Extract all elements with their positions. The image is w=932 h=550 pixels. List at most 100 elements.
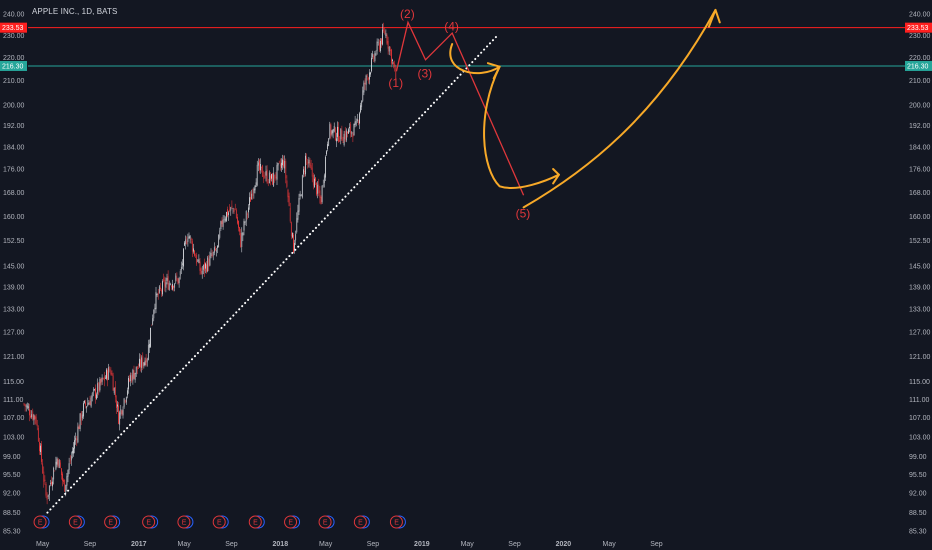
price-candle (84, 400, 85, 404)
price-candle (296, 212, 298, 234)
price-candle (271, 173, 272, 182)
price-candle (201, 266, 203, 279)
earnings-label: E (182, 520, 187, 527)
earnings-label: E (253, 520, 258, 527)
earnings-marker[interactable]: E (104, 515, 121, 529)
price-candle (111, 370, 113, 376)
price-candle (26, 402, 28, 410)
right-price-tick: 103.00 (909, 434, 931, 441)
price-candle (172, 279, 173, 291)
earnings-marker[interactable]: E (318, 515, 335, 529)
price-candle (160, 282, 161, 291)
price-candle (266, 165, 268, 185)
price-candle (120, 404, 122, 419)
price-candle (24, 403, 26, 412)
earnings-label: E (323, 520, 328, 527)
earnings-marker[interactable]: E (33, 515, 50, 529)
price-candle (62, 471, 63, 487)
time-axis-label: 2017 (131, 541, 147, 548)
price-candle (233, 208, 235, 214)
price-candle (47, 494, 49, 500)
price-candle (223, 215, 225, 223)
price-candle (178, 276, 180, 288)
price-candle (142, 352, 144, 371)
price-candle (378, 39, 380, 52)
left-price-tick: 240.00 (3, 12, 25, 19)
right-price-tick: 88.50 (909, 510, 927, 517)
price-candle (112, 372, 114, 391)
earnings-marker[interactable]: E (68, 515, 85, 529)
right-price-tick: 139.00 (909, 284, 931, 291)
price-candle (316, 182, 317, 197)
price-candle (383, 22, 385, 33)
wave-label: (3) (417, 67, 432, 81)
earnings-marker[interactable]: E (284, 515, 301, 529)
price-candle (351, 131, 353, 137)
price-candle (381, 37, 382, 48)
right-price-tick: 145.00 (909, 263, 931, 270)
price-candle (360, 102, 361, 114)
price-candle (43, 466, 45, 488)
price-candle (366, 73, 368, 81)
price-candle (308, 156, 310, 168)
price-candle (359, 111, 360, 130)
price-candle (319, 186, 321, 204)
price-candle (179, 269, 181, 280)
dotted-trendline[interactable] (46, 34, 499, 514)
earnings-marker[interactable]: E (212, 515, 229, 529)
price-candle (42, 459, 44, 474)
projection-arrow-short[interactable] (449, 43, 501, 75)
price-candle (252, 188, 254, 200)
price-candle (293, 232, 294, 254)
projection-arrow-long[interactable] (522, 8, 717, 209)
left-price-tick: 92.00 (3, 491, 21, 498)
price-candle (96, 392, 97, 400)
price-candle (127, 387, 128, 399)
price-candle (374, 51, 376, 63)
earnings-marker[interactable]: E (142, 515, 159, 529)
price-candle (197, 259, 199, 263)
price-candle (129, 374, 130, 383)
price-candle (176, 272, 178, 282)
earnings-marker[interactable]: E (248, 515, 265, 529)
price-candle (124, 399, 126, 404)
left-price-tick: 220.00 (3, 55, 25, 62)
left-price-tick: 133.00 (3, 307, 25, 314)
price-candle (310, 159, 312, 170)
price-candle (288, 192, 290, 207)
price-candle (118, 402, 119, 425)
price-candle (143, 362, 145, 369)
price-candle (382, 23, 383, 46)
price-candle (80, 411, 82, 426)
projection-arrow-mid[interactable] (483, 65, 560, 189)
price-candle (196, 252, 198, 266)
earnings-marker[interactable]: E (389, 515, 406, 529)
price-candle (256, 160, 258, 187)
price-candle (284, 155, 286, 174)
price-candle (37, 425, 39, 442)
earnings-marker[interactable]: E (177, 515, 194, 529)
price-candle (263, 170, 265, 184)
price-candle (391, 48, 392, 68)
arrowhead-long (707, 8, 721, 28)
price-candle (295, 230, 297, 245)
price-candle (183, 248, 184, 271)
elliott-wave-path[interactable] (395, 20, 525, 196)
price-candle (387, 36, 389, 55)
price-candle (145, 354, 147, 367)
price-candle (220, 220, 222, 231)
earnings-marker[interactable]: E (353, 515, 370, 529)
price-candle (363, 80, 365, 96)
price-candle (336, 132, 337, 148)
price-candle (138, 363, 139, 369)
price-candle (184, 241, 185, 247)
price-candle (304, 166, 305, 177)
price-candle (361, 100, 363, 111)
left-price-tick: 192.00 (3, 123, 25, 130)
price-candle (367, 76, 369, 84)
left-price-tick: 200.00 (3, 103, 25, 110)
price-candle (23, 402, 25, 406)
price-candle (355, 118, 357, 127)
price-candle (305, 152, 306, 177)
